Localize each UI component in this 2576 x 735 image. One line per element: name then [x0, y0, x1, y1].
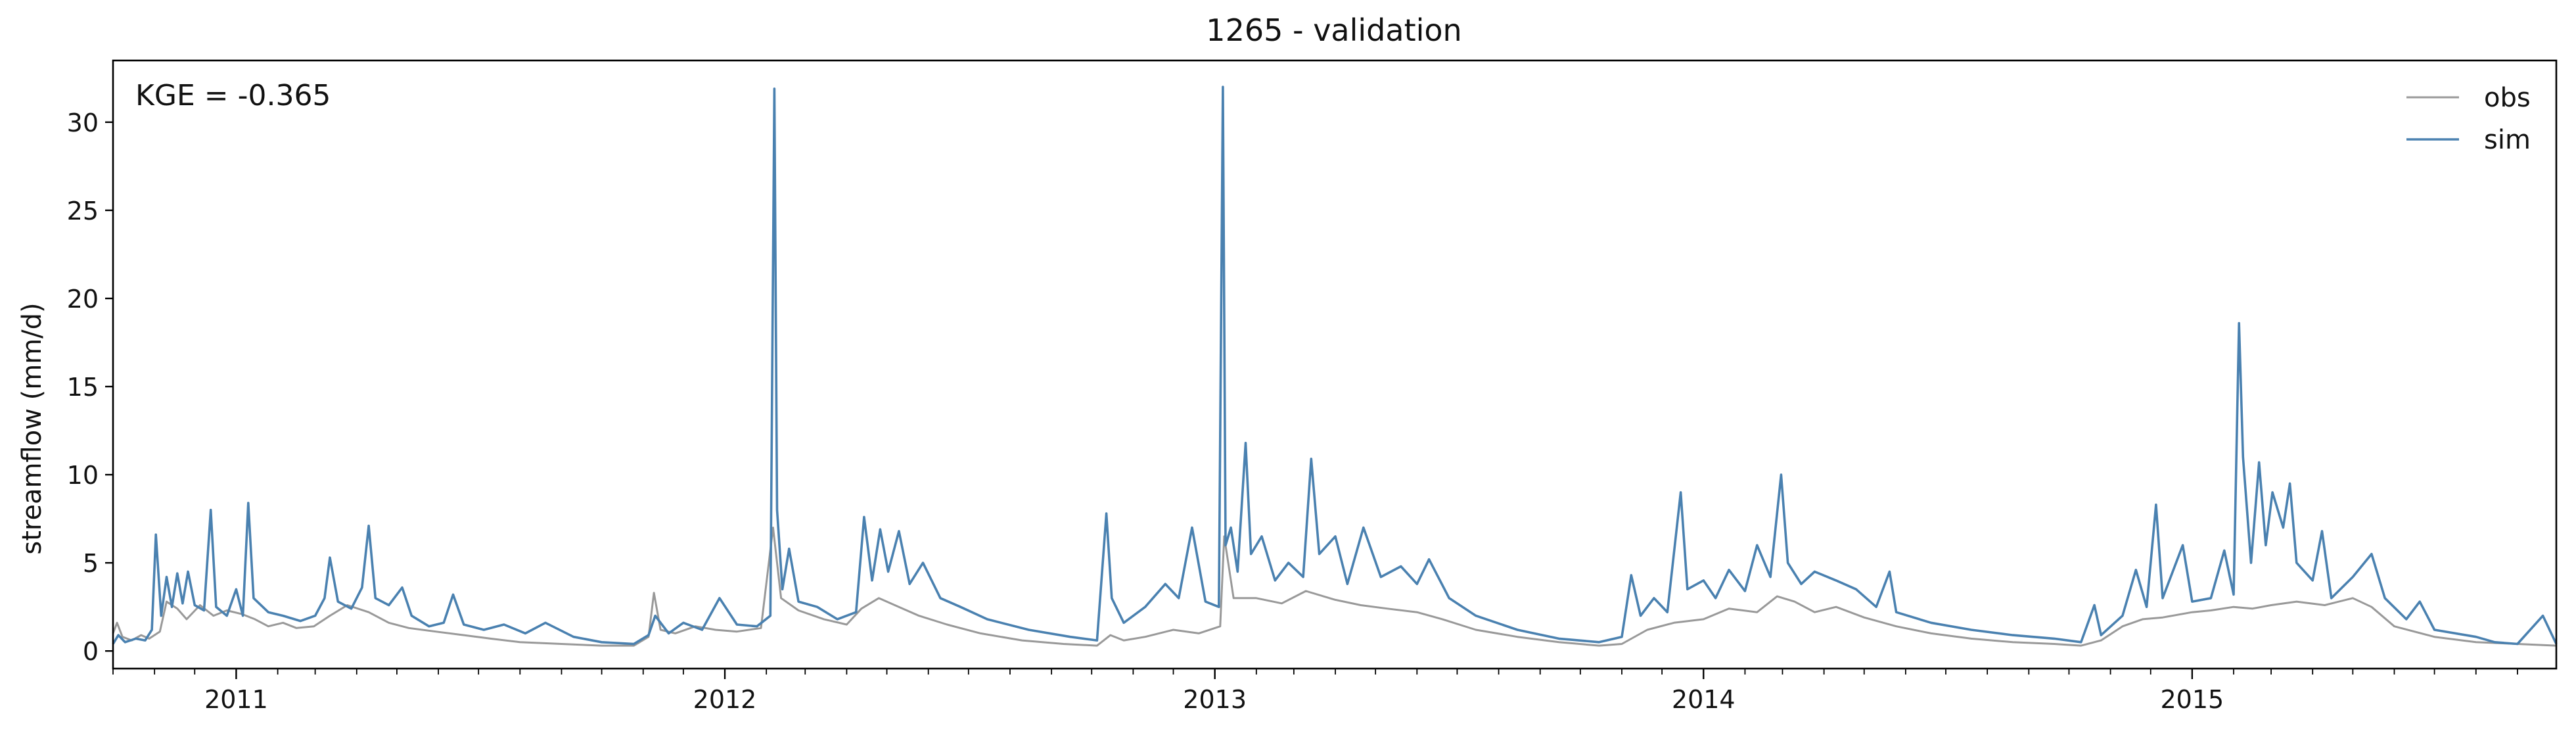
- plot-area: [112, 59, 2558, 670]
- x-tick-label: 2011: [204, 685, 268, 714]
- legend-label-sim: sim: [2484, 125, 2531, 155]
- y-tick-label: 20: [67, 285, 99, 314]
- x-tick-label: 2013: [1183, 685, 1247, 714]
- series-line-obs: [112, 527, 2557, 647]
- y-tick-label: 15: [67, 373, 99, 402]
- y-tick-label: 25: [67, 197, 99, 225]
- y-axis: 0 5 10 15 20 25 30: [67, 108, 113, 666]
- y-tick-label: 0: [83, 637, 99, 666]
- x-tick-label: 2014: [1672, 685, 1736, 714]
- kge-annotation: KGE = -0.365: [135, 79, 331, 112]
- chart-title: 1265 - validation: [1206, 12, 1461, 48]
- legend: obs sim: [2406, 83, 2531, 155]
- series-line-sim: [112, 85, 2558, 646]
- x-axis: 2011 2012 2013 2014 2015: [112, 669, 2518, 714]
- series-layer: [112, 85, 2558, 647]
- y-tick-label: 10: [67, 461, 99, 490]
- y-tick-label: 30: [67, 108, 99, 137]
- x-tick-label: 2012: [693, 685, 757, 714]
- plot-frame: [112, 59, 2558, 670]
- y-axis-label: streamflow (mm/d): [17, 302, 47, 554]
- x-tick-label: 2015: [2161, 685, 2224, 714]
- y-tick-label: 5: [83, 549, 99, 578]
- legend-label-obs: obs: [2484, 83, 2531, 113]
